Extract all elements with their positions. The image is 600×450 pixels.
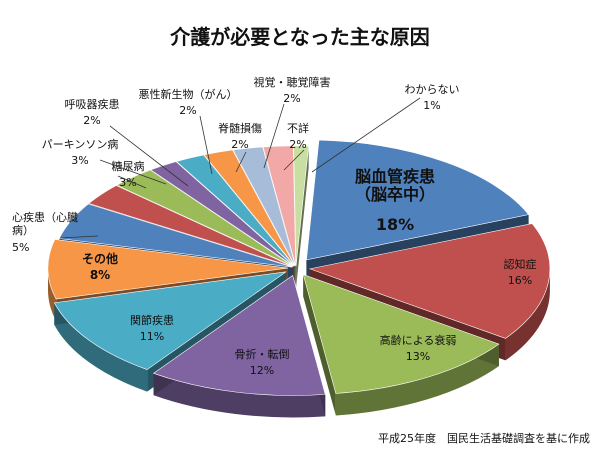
slice-name-6: その他 [82,251,118,266]
slice-label-6: その他 8% [82,251,118,282]
leader-line-11 [199,115,213,175]
slice-name-13: 視覚・聴覚障害 [254,75,331,89]
slice-name-7: 心疾患（心臓病） [12,210,78,237]
pie-slice-side-3-0 [335,344,499,416]
slice-name-8: 糖尿病 [112,159,145,173]
slice-name-15: わからない [405,83,460,96]
labels-layer: 脳血管疾患（脳卒中） 18% 認知症 16% 高齢による衰弱 13% 骨折・転倒 12% 関節疾… [12,75,537,377]
pie-slice-top-10 [150,161,295,267]
pie-slice-top-4 [152,274,326,396]
slice-value-5: 11% [140,330,164,343]
pie-slice-top-15 [293,145,309,266]
pie-slice-top-12 [203,149,295,267]
leader-line-7 [59,235,99,239]
leader-line-8 [117,175,147,189]
slice-label-10: 呼吸器疾患 2% [65,97,120,127]
pie-slice-top-9 [115,169,294,267]
slice-value-13: 2% [283,92,300,105]
slice-value-6: 8% [90,268,110,282]
pie-slice-top-7 [58,203,293,268]
pie-slice-top-8 [88,185,293,267]
leader-line-13 [263,103,285,169]
slice-value-15: 1% [423,99,440,112]
slice-label-8: 糖尿病 3% [112,159,145,189]
slice-label-1: 脳血管疾患（脳卒中） 18% [355,167,435,234]
pie-slice-top-13 [232,146,296,266]
slice-label-14: 不詳 2% [287,121,309,151]
slice-label-5: 関節疾患 11% [130,313,174,343]
pie-slice-3 [302,274,500,416]
slice-label-11: 悪性新生物（がん） 2% [139,87,238,117]
slice-value-3: 13% [406,350,430,363]
slice-label-12: 脊髄損傷 2% [218,121,262,151]
slice-name-9: パーキンソン病 [42,137,119,151]
slice-value-7: 5% [12,241,29,254]
slice-value-10: 2% [83,114,100,127]
pie-slice-top-3 [302,274,500,394]
slice-label-13: 視覚・聴覚障害 2% [254,75,331,105]
slice-value-9: 3% [71,154,88,167]
pie-slice-top-11 [175,154,295,267]
slice-value-14: 2% [289,138,306,151]
pie-slice-cut-15-1 [296,145,309,288]
slice-name-14: 不詳 [287,121,309,135]
slices-layer [47,139,551,418]
pie-slice-side-2-0 [505,268,550,361]
slice-name-4: 骨折・転倒 [235,347,290,361]
pie-slice-15 [293,145,309,288]
pie-slice-4 [152,274,326,418]
pie-slice-top-1 [306,139,530,261]
pie-slice-top-5 [53,271,287,370]
pie-slice-top-14 [262,145,297,266]
slice-name-3: 高齢による衰弱 [380,333,457,347]
slice-name-5: 関節疾患 [130,313,174,327]
chart-title: 介護が必要となった主な原因 [169,25,429,49]
leader-line-15 [311,97,421,173]
slice-label-2: 認知症 16% [504,257,537,287]
slice-value-12: 2% [231,138,248,151]
slice-value-2: 16% [508,274,532,287]
slice-value-1: 18% [376,215,414,234]
pie-slice-side-6-0 [48,268,57,322]
slice-label-3: 高齢による衰弱 13% [380,333,457,363]
slice-value-11: 2% [179,104,196,117]
slice-label-4: 骨折・転倒 12% [235,347,290,377]
slice-name-1: 脳血管疾患（脳卒中） [355,167,435,204]
leader-line-10 [109,125,189,187]
slice-name-12: 脊髄損傷 [218,121,262,135]
slice-name-10: 呼吸器疾患 [65,97,120,111]
slice-name-11: 悪性新生物（がん） [139,87,238,101]
slice-value-4: 12% [250,364,274,377]
slice-name-2: 認知症 [504,257,537,271]
pie-slice-top-2 [308,223,551,339]
leader-line-9 [99,159,167,185]
slice-label-15: わからない 1% [405,83,460,112]
slice-label-7: 心疾患（心臓病） 5% [12,210,78,254]
source-note: 平成25年度 国民生活基礎調査を基に作成 [378,431,590,445]
pie-slice-cut-3-1 [303,274,336,416]
pie-slice-side-4-0 [153,373,326,418]
slice-label-9: パーキンソン病 3% [42,137,119,167]
pie-slice-side-5-0 [54,302,148,392]
leader-line-12 [235,151,247,173]
pie-slice-top-6 [47,239,289,300]
leader-line-14 [283,149,305,171]
slice-value-8: 3% [119,176,136,189]
